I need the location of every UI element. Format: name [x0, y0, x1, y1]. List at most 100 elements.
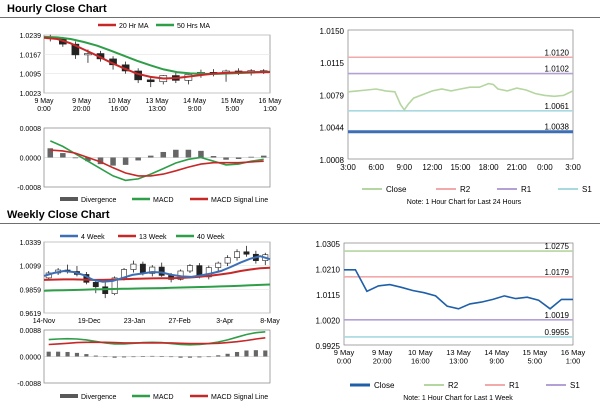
legend-item-2-3: S1 — [582, 185, 592, 194]
level-label-s2-2: 1.0038 — [545, 123, 570, 132]
divergence-bar-1-15 — [235, 157, 242, 159]
y-tick-label-5-4: 0.9925 — [316, 342, 341, 351]
hourly-section-title: Hourly Close Chart — [7, 3, 107, 15]
divergence-bar-4-18 — [216, 355, 221, 357]
candle-body-3-21 — [243, 251, 250, 255]
divergence-bar-4-6 — [103, 356, 108, 358]
y-tick-label-5-0: 1.0305 — [316, 240, 341, 249]
x-tick-label-5-6: 16 May 1:00 — [561, 348, 586, 366]
y-tick-label-4-1: 0.0000 — [20, 355, 42, 362]
candle-body-3-18 — [215, 262, 222, 268]
divergence-bar-4-4 — [84, 354, 89, 357]
y-tick-label-1-2: -0.0008 — [17, 185, 41, 192]
y-tick-label-1-1: 0.0000 — [20, 156, 42, 163]
legend-item-4-2: MACD Signal Line — [211, 394, 268, 401]
divergence-bar-4-7 — [112, 356, 117, 358]
x-tick-label-3-4: 3-Apr — [216, 318, 234, 325]
x-tick-label-2-5: 18:00 — [479, 163, 500, 172]
divergence-bar-1-6 — [122, 157, 129, 165]
divergence-bar-1-2 — [72, 157, 79, 159]
x-tick-label-3-5: 8-May — [260, 318, 280, 325]
x-tick-label-2-3: 12:00 — [422, 163, 443, 172]
level-label-r2-5: 1.0275 — [545, 242, 570, 251]
divergence-bar-1-16 — [248, 156, 254, 158]
x-tick-label-0-0: 9 May 0:00 — [34, 98, 54, 113]
x-tick-label-2-8: 3:00 — [565, 163, 581, 172]
candle-body-3-15 — [187, 265, 193, 272]
legend-item-1-2: MACD Signal Line — [211, 197, 268, 204]
plot-frame-5 — [343, 242, 574, 346]
candle-body-3-20 — [234, 251, 240, 258]
candle-body-3-9 — [130, 263, 137, 270]
divergence-bar-1-4 — [97, 157, 104, 165]
candle-body-0-2 — [71, 43, 80, 56]
level-label-s2-5: 0.9955 — [545, 328, 570, 337]
x-tick-label-2-0: 3:00 — [340, 163, 356, 172]
divergence-bar-4-23 — [263, 350, 268, 357]
x-tick-label-5-5: 15 May 5:00 — [523, 348, 548, 366]
x-tick-label-5-2: 10 May 16:00 — [408, 348, 433, 366]
level-label-s1-5: 1.0019 — [545, 311, 570, 320]
x-tick-label-3-1: 19-Dec — [78, 318, 101, 325]
legend-item-3-1: 13 Week — [139, 234, 167, 241]
divergence-bar-1-9 — [160, 151, 167, 158]
divergence-bar-4-17 — [206, 356, 211, 358]
legend-item-5-3: S1 — [570, 381, 580, 390]
candle-body-3-5 — [92, 282, 99, 288]
legend-item-2-1: R2 — [460, 185, 471, 194]
legend-item-2-0: Close — [386, 185, 407, 194]
legend-item-3-2: 40 Week — [197, 234, 225, 241]
divergence-bar-1-12 — [198, 150, 204, 158]
y-tick-label-0-1: 1.0167 — [20, 52, 42, 59]
hourly-title-divider — [0, 17, 600, 18]
series-line-1-0 — [49, 140, 264, 182]
chart-note-2: Note: 1 Hour Chart for Last 24 Hours — [407, 199, 522, 206]
divergence-bar-4-10 — [140, 356, 145, 357]
candle-body-3-11 — [149, 266, 156, 274]
legend-item-5-2: R1 — [509, 381, 520, 390]
candle-body-3-19 — [224, 257, 231, 264]
x-tick-label-5-4: 14 May 9:00 — [484, 348, 509, 366]
legend-item-5-1: R2 — [448, 381, 459, 390]
x-tick-label-5-0: 9 May 0:00 — [334, 348, 355, 366]
series-line-1-1 — [50, 149, 264, 177]
divergence-bar-4-8 — [121, 356, 127, 358]
divergence-bar-4-3 — [74, 352, 80, 357]
divergence-bar-4-9 — [131, 356, 136, 358]
y-tick-label-4-0: 0.0088 — [20, 328, 42, 335]
x-tick-label-5-1: 9 May 20:00 — [372, 348, 393, 366]
divergence-bar-1-10 — [173, 149, 179, 158]
x-tick-label-2-2: 9:00 — [396, 163, 412, 172]
legend-item-1-0: Divergence — [81, 197, 117, 204]
divergence-bar-4-22 — [253, 350, 258, 357]
divergence-bar-4-12 — [159, 356, 164, 357]
divergence-bar-1-1 — [60, 153, 66, 158]
candle-body-3-6 — [102, 286, 109, 294]
series-line-3-2 — [43, 283, 271, 292]
legend-item-0-1: 50 Hrs MA — [177, 23, 210, 30]
divergence-bar-1-17 — [260, 155, 267, 158]
divergence-bar-4-5 — [93, 355, 98, 357]
x-tick-label-2-4: 15:00 — [450, 163, 471, 172]
level-label-s1-2: 1.0061 — [545, 102, 570, 111]
y-tick-label-5-1: 1.0210 — [316, 266, 341, 275]
weekly-section-title: Weekly Close Chart — [7, 209, 110, 221]
legend-item-5-0: Close — [374, 381, 395, 390]
x-tick-label-3-3: 27-Feb — [169, 318, 191, 325]
series-line-3-1 — [43, 266, 271, 281]
plot-frame-0 — [43, 34, 271, 94]
candle-body-3-10 — [139, 263, 146, 274]
divergence-bar-4-1 — [56, 351, 61, 357]
x-tick-label-0-1: 9 May 20:00 — [72, 98, 92, 113]
divergence-bar-4-14 — [178, 356, 183, 358]
candle-body-3-12 — [158, 266, 165, 276]
legend-item-2-2: R1 — [521, 185, 532, 194]
divergence-bar-1-11 — [185, 149, 192, 158]
divergence-bar-1-13 — [210, 156, 217, 158]
legend-item-4-1: MACD — [153, 394, 174, 401]
y-tick-label-3-0: 1.0339 — [20, 240, 42, 247]
series-line-4-1 — [48, 337, 266, 346]
divergence-bar-1-7 — [135, 157, 141, 161]
candle-body-0-3 — [84, 53, 92, 56]
